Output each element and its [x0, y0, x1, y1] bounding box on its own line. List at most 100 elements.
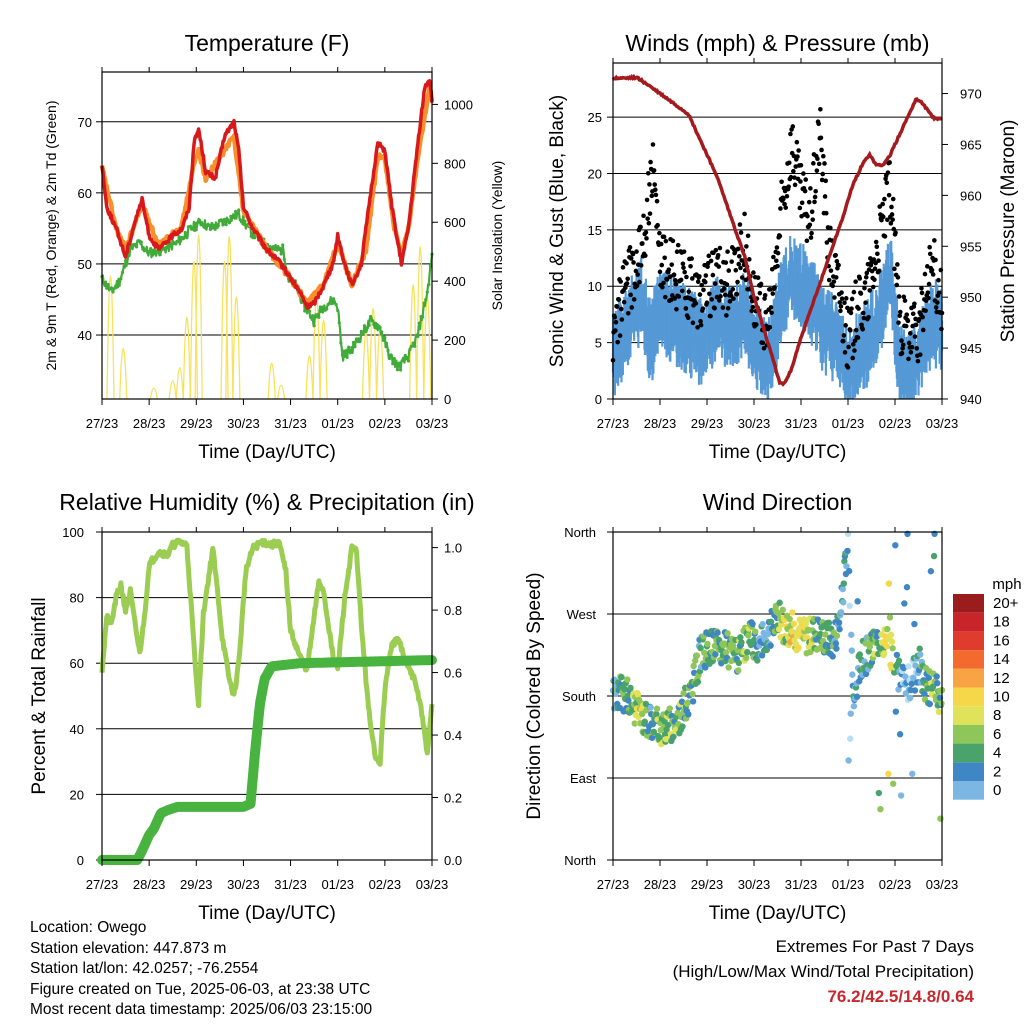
gust-point — [896, 294, 902, 299]
gust-point — [769, 310, 774, 316]
gust-point — [866, 314, 871, 320]
gust-point — [657, 269, 663, 275]
direction-point — [916, 645, 923, 652]
gust-point — [667, 274, 673, 280]
gust-point — [807, 222, 813, 228]
gust-point — [762, 292, 768, 298]
gust-point — [922, 271, 928, 277]
gust-point — [620, 265, 626, 270]
gust-point — [838, 304, 844, 309]
gust-point — [680, 288, 685, 294]
direction-point — [895, 686, 902, 693]
gust-point — [619, 317, 625, 322]
direction-point — [634, 691, 642, 698]
gust-point — [612, 314, 618, 320]
gust-point — [735, 279, 740, 285]
gust-point — [783, 205, 789, 210]
legend-swatch — [953, 612, 984, 632]
gust-point — [897, 309, 903, 315]
gust-point — [736, 261, 742, 267]
gust-point — [933, 257, 938, 263]
direction-point — [911, 620, 918, 628]
gust-point — [819, 147, 824, 153]
gust-point — [873, 239, 879, 245]
y-tick-label: 15 — [588, 223, 602, 238]
y-axis-label: Direction (Colored By Speed) — [524, 572, 545, 819]
direction-point — [692, 657, 699, 664]
direction-point — [684, 699, 692, 706]
gust-point — [803, 177, 808, 182]
gust-point — [929, 267, 935, 273]
x-tick-label: 27/23 — [86, 877, 119, 892]
gust-point — [717, 245, 723, 251]
gust-point — [727, 299, 733, 304]
gust-point — [624, 281, 630, 286]
gust-point — [791, 168, 796, 174]
gust-point — [813, 188, 818, 194]
gust-point — [718, 294, 723, 299]
direction-point — [742, 654, 750, 662]
gust-point — [850, 342, 856, 347]
gust-point — [895, 275, 901, 280]
gust-point — [624, 261, 629, 266]
gust-point — [831, 279, 837, 284]
direction-point — [649, 734, 656, 741]
gust-point — [747, 257, 752, 262]
direction-point — [624, 676, 631, 683]
legend-label: 10 — [993, 689, 1010, 706]
latlon-text: Station lat/lon: 42.0257; -76.2554 — [30, 960, 259, 977]
direction-point — [679, 723, 686, 730]
direction-point — [848, 647, 855, 654]
gust-point — [903, 323, 909, 329]
direction-point — [844, 547, 851, 555]
direction-point — [775, 626, 783, 633]
gust-point — [630, 251, 636, 257]
gust-point — [821, 153, 826, 159]
gust-point — [841, 338, 846, 344]
gust-point — [811, 161, 816, 166]
direction-point — [752, 628, 759, 635]
gust-point — [876, 268, 882, 274]
gust-point — [755, 275, 761, 281]
gust-point — [852, 348, 857, 353]
direction-point — [905, 663, 912, 670]
gust-point — [910, 311, 916, 317]
gust-point — [894, 282, 900, 288]
gust-point — [832, 295, 837, 300]
gust-point — [850, 355, 855, 361]
gust-point — [675, 242, 681, 248]
gust-point — [816, 161, 822, 167]
direction-point — [674, 709, 681, 716]
gust-point — [841, 333, 847, 338]
y-tick-label: 100 — [62, 525, 84, 540]
temp-9m-series-line — [99, 81, 435, 307]
y-tick-label: 20 — [588, 166, 602, 181]
chart-title: Wind Direction — [703, 489, 853, 515]
y-tick-label-right: 955 — [960, 239, 982, 254]
direction-point — [937, 815, 944, 822]
gust-point — [637, 279, 642, 285]
direction-series — [609, 530, 946, 822]
gust-point — [798, 162, 804, 168]
gust-point — [899, 350, 905, 356]
direction-point — [670, 733, 677, 740]
gust-point — [927, 251, 933, 257]
insolation-spike — [106, 275, 115, 400]
gust-point — [710, 272, 716, 278]
gust-point — [668, 297, 674, 303]
x-tick-label: 29/23 — [180, 877, 213, 892]
direction-point — [680, 690, 687, 697]
gust-point — [774, 258, 779, 264]
gust-point — [645, 171, 651, 176]
gust-point — [750, 304, 756, 310]
gust-point — [695, 325, 700, 330]
gust-point — [809, 230, 814, 236]
gust-point — [770, 291, 776, 296]
gust-point — [650, 142, 656, 147]
gust-point — [792, 175, 797, 180]
insolation-series — [106, 234, 432, 400]
x-tick-label: 02/23 — [369, 877, 402, 892]
direction-point — [627, 684, 634, 692]
gust-point — [855, 335, 861, 340]
gust-point — [701, 287, 706, 293]
